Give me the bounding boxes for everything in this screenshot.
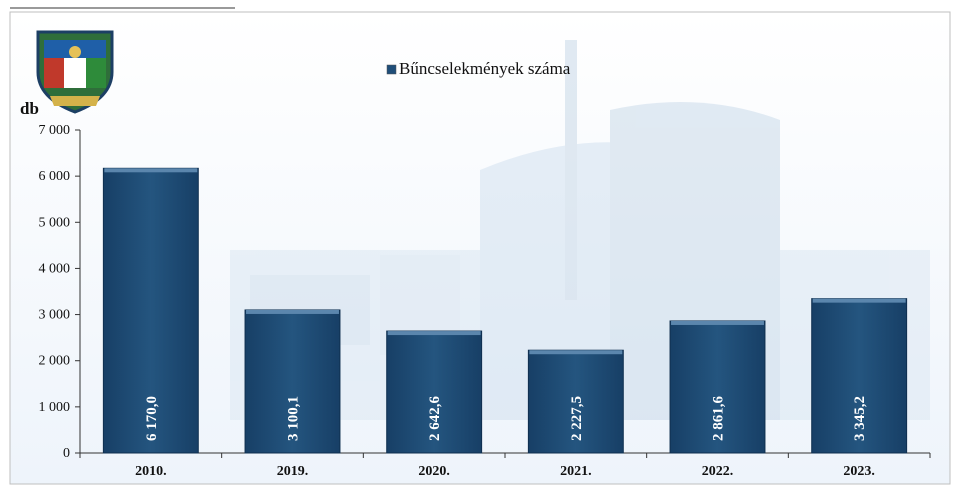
y-tick-label: 3 000 xyxy=(39,308,71,323)
data-label: 2 642,6 xyxy=(427,396,443,442)
bar xyxy=(669,320,766,454)
x-tick-label: 2019. xyxy=(277,464,309,479)
data-label: 6 170,0 xyxy=(144,396,160,441)
bar xyxy=(244,309,341,454)
bar xyxy=(102,167,199,454)
y-axis-label: db xyxy=(20,99,39,118)
y-tick-label: 2 000 xyxy=(39,354,71,369)
legend-swatch xyxy=(386,64,397,75)
x-tick-label: 2022. xyxy=(702,464,734,479)
x-tick-label: 2020. xyxy=(418,464,450,479)
bar-top-highlight xyxy=(104,168,198,173)
data-label: 2 227,5 xyxy=(569,396,585,441)
x-tick-label: 2023. xyxy=(843,464,875,479)
police-logo-icon xyxy=(36,30,114,114)
bar-top-highlight xyxy=(812,298,906,303)
y-tick-label: 1 000 xyxy=(39,400,71,415)
legend: Bűncselekmények száma xyxy=(386,59,571,78)
y-tick-label: 0 xyxy=(63,446,70,461)
bar-top-highlight xyxy=(387,331,481,336)
y-tick-label: 7 000 xyxy=(39,123,71,138)
bars-group: 6 170,0 3 100,1 2 642,6 2 227,5 2 861,6 3 345… xyxy=(102,167,908,454)
x-tick-label: 2010. xyxy=(135,464,167,479)
data-label: 3 100,1 xyxy=(286,396,302,441)
bar xyxy=(527,349,624,454)
y-tick-label: 6 000 xyxy=(39,169,71,184)
data-label: 3 345,2 xyxy=(852,396,868,441)
bar-top-highlight xyxy=(529,350,623,355)
bar xyxy=(811,298,908,454)
bar-top-highlight xyxy=(246,309,339,314)
legend-label: Bűncselekmények száma xyxy=(399,59,571,78)
data-label: 2 861,6 xyxy=(711,396,727,442)
x-tick-label: 2021. xyxy=(560,464,592,479)
bar xyxy=(386,330,483,454)
bar-top-highlight xyxy=(671,320,764,325)
y-tick-label: 4 000 xyxy=(39,261,71,276)
y-tick-label: 5 000 xyxy=(39,215,71,230)
